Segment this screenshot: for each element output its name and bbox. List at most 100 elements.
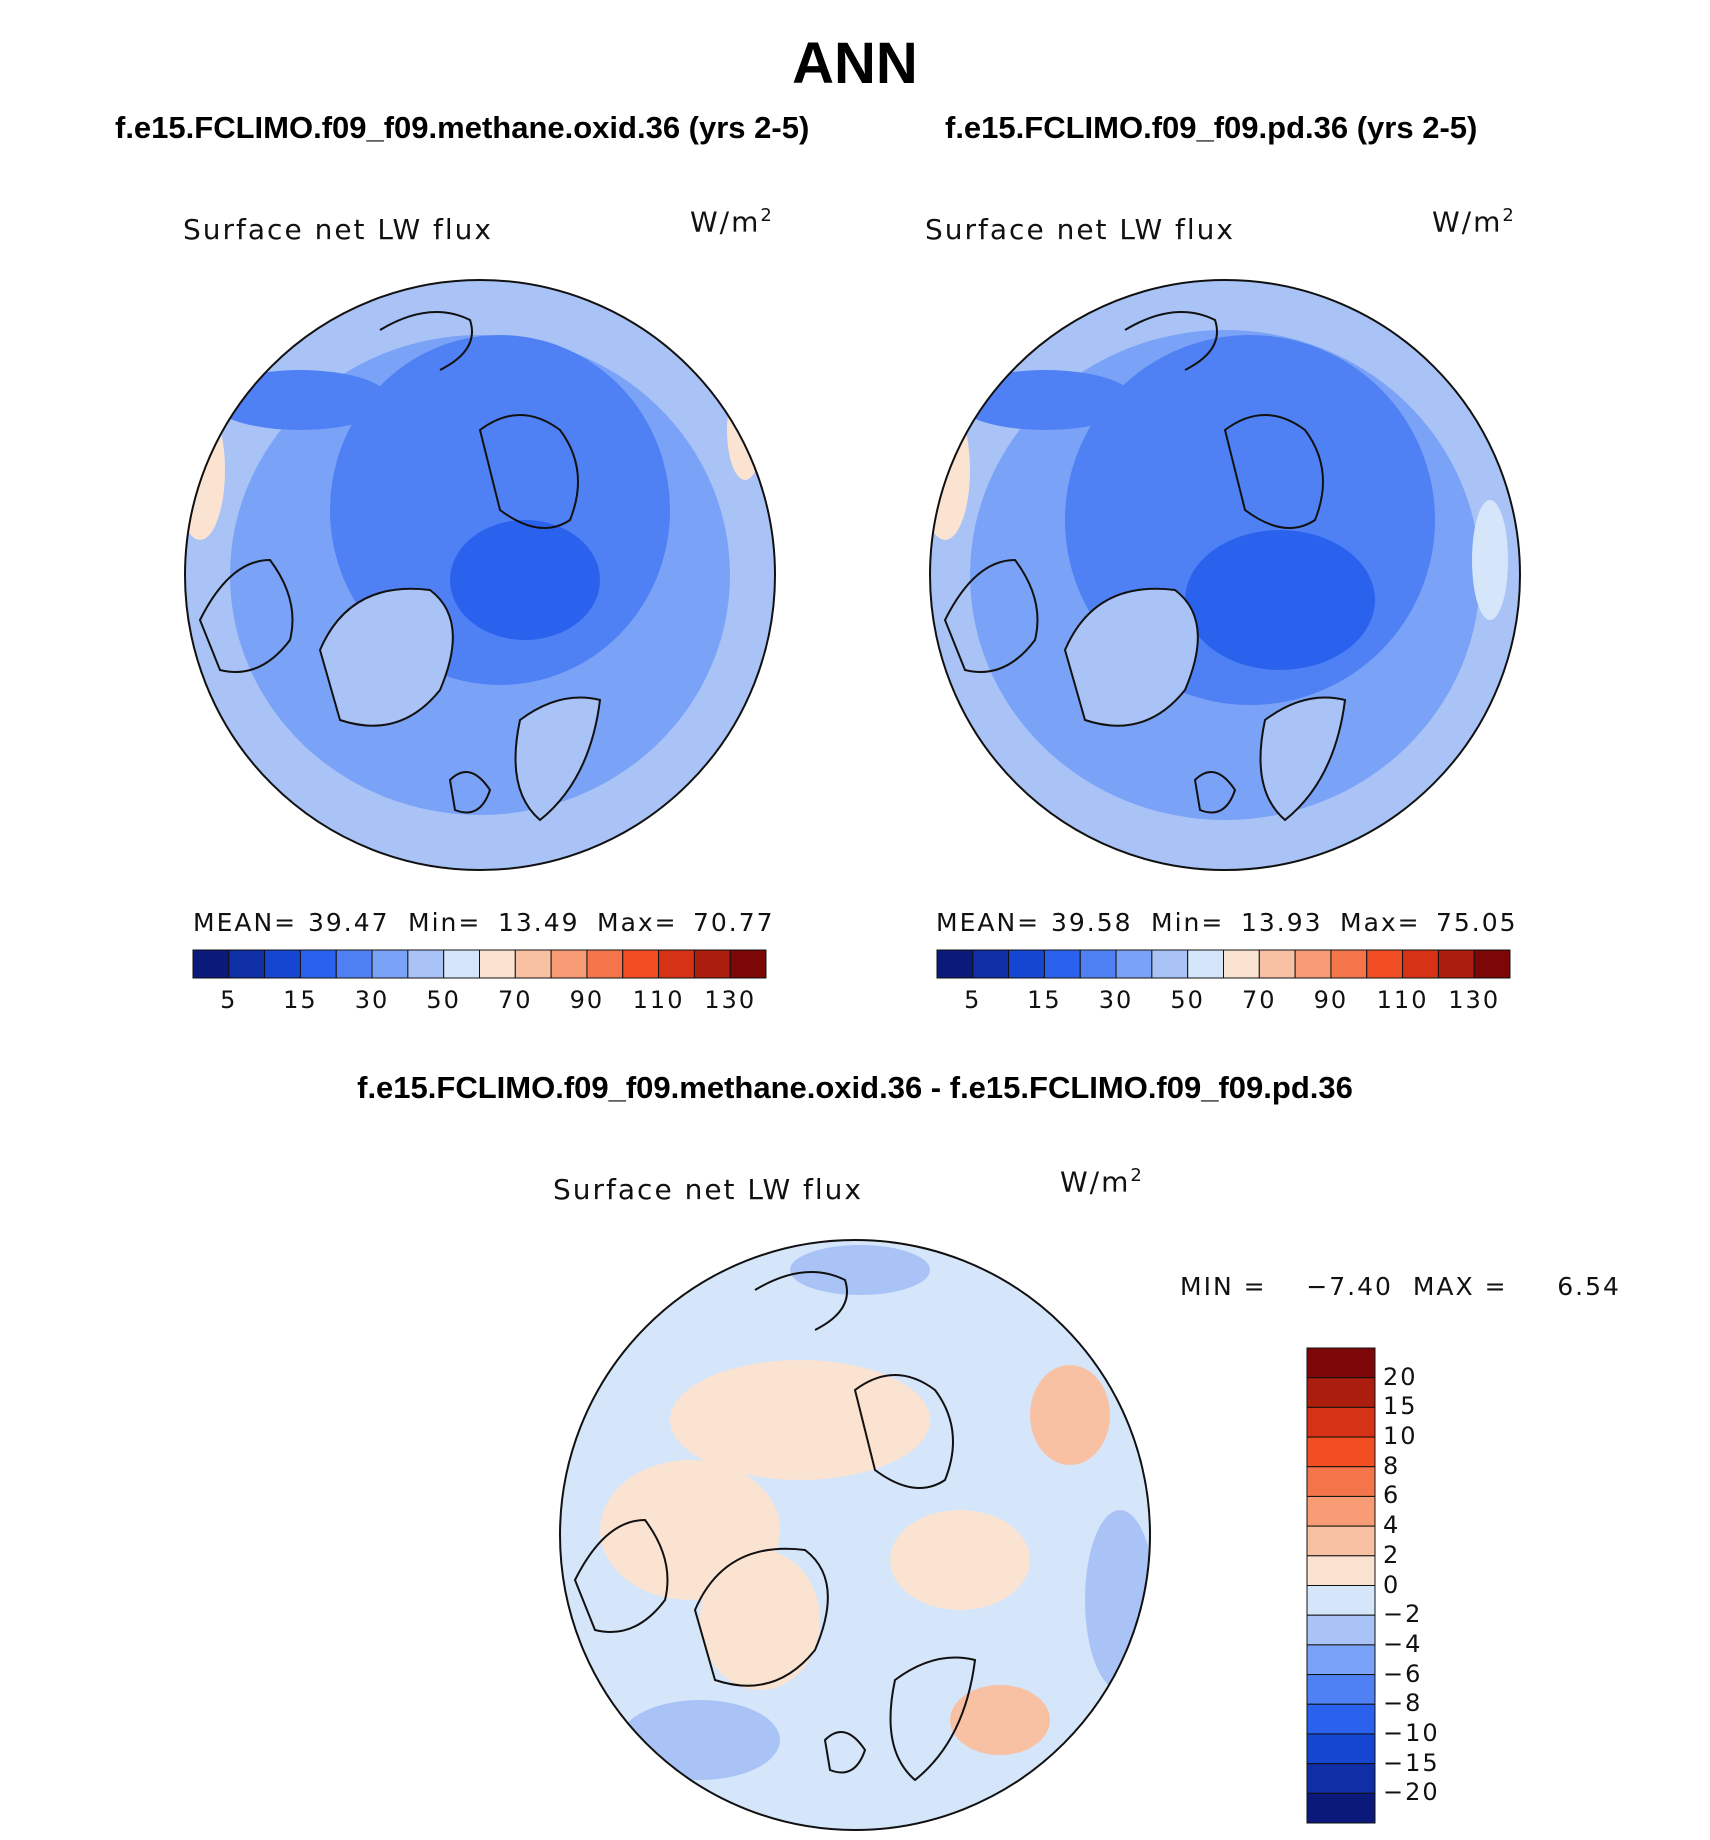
- diff-colorbar-box-2: [1306, 1406, 1376, 1438]
- panel1-contour-core: [450, 520, 600, 640]
- diff-colorbar-box-12: [1306, 1703, 1376, 1735]
- panel2-colorbar-box-6: [1151, 949, 1189, 979]
- panel2-min-value: 13.93: [1241, 908, 1323, 937]
- panel2-colorbar-tick-label: 130: [1448, 986, 1501, 1014]
- panel1-colorbar-tick-label: 130: [704, 986, 757, 1014]
- diff-cool-patch-top: [790, 1245, 930, 1295]
- diff-colorbar-box-4: [1306, 1466, 1376, 1497]
- diff-colorbar-box-15: [1306, 1792, 1376, 1824]
- diff-colorbar-tick-label: −2: [1383, 1600, 1423, 1629]
- panel1-colorbar-box-3: [299, 949, 337, 979]
- panel2-variable-label: Surface net LW flux: [925, 213, 1235, 246]
- diff-colorbar-box-8: [1306, 1585, 1376, 1616]
- panel2-mean-value: 39.58: [1051, 908, 1133, 937]
- panel2-colorbar-box-15: [1473, 949, 1511, 979]
- panel1-colorbar-tick-label: 70: [498, 986, 533, 1014]
- panel2-polar-map: [929, 279, 1521, 871]
- diff-colorbar-box-14: [1306, 1763, 1376, 1794]
- panel1-colorbar-box-13: [658, 949, 695, 979]
- panel2-colorbar-box-7: [1187, 949, 1224, 979]
- panel1-unit-label: W/m2: [690, 205, 774, 239]
- diff-colorbar-tick-label: −6: [1383, 1659, 1423, 1688]
- panel2-colorbar-tick-label: 15: [1027, 986, 1062, 1014]
- panel2-contour-core: [1185, 530, 1375, 670]
- diff-colorbar-tick-label: 0: [1383, 1570, 1401, 1599]
- panel2-colorbar-box-8: [1223, 949, 1260, 979]
- panel1-scandinavia: [515, 697, 600, 820]
- panel1-colorbar-box-12: [622, 949, 660, 979]
- panel1-colorbar-box-7: [443, 949, 480, 979]
- panel1-coastlines: [198, 292, 661, 822]
- panel1-colorbar-box-2: [264, 949, 301, 979]
- panel2-mean-label: MEAN=: [936, 908, 1041, 937]
- panel2-colorbar-tick-label: 50: [1170, 986, 1205, 1014]
- panel2-colorbar-box-11: [1330, 949, 1368, 979]
- panel2-colorbar-tick-label: 30: [1098, 986, 1134, 1014]
- figure-title: ANN: [792, 31, 918, 96]
- diff-colorbar-box-10: [1306, 1644, 1376, 1676]
- panel1-greenland: [320, 588, 453, 726]
- diff-warm-patch-ne: [1030, 1365, 1110, 1465]
- diff-colorbar-box-3: [1306, 1436, 1376, 1468]
- panel1-colorbar-tick-label: 110: [632, 986, 685, 1014]
- panel1-mean-value: 39.47: [308, 908, 390, 937]
- panel2-max-value: 75.05: [1436, 908, 1518, 937]
- panel2-unit-label: W/m2: [1432, 205, 1516, 239]
- panel2-greenland: [1065, 588, 1198, 726]
- diff-colorbar-tick-label: −15: [1383, 1748, 1440, 1777]
- panel1-colorbar-box-0: [192, 949, 230, 979]
- panel1-map-border: [184, 279, 776, 871]
- panel1-colorbar-box-1: [228, 949, 266, 979]
- panel2-colorbar-box-1: [972, 949, 1010, 979]
- diff-colorbar-box-1: [1306, 1377, 1376, 1408]
- panel2-min-label: Min=: [1151, 908, 1225, 937]
- diff-colorbar-tick-label: −20: [1383, 1778, 1440, 1807]
- panel2-colorbar-tick-label: 90: [1313, 986, 1349, 1014]
- panel2-warm-patch-left: [930, 400, 970, 540]
- panel2-case-title: f.e15.FCLIMO.f09_f09.pd.36 (yrs 2-5): [945, 110, 1478, 145]
- panel2-map-border: [929, 279, 1521, 871]
- panel2-colorbar-box-3: [1043, 949, 1081, 979]
- panel2-light-patch-right: [1472, 500, 1508, 620]
- panel2-colorbar-box-5: [1115, 949, 1153, 979]
- diff-colorbar: [1306, 1347, 1376, 1824]
- diff-unit-label: W/m2: [1060, 1165, 1144, 1199]
- panel1-contour-patch: [210, 370, 390, 430]
- panel1-colorbar-box-4: [335, 949, 373, 979]
- panel1-colorbar-box-15: [729, 949, 767, 979]
- panel2-colorbar-box-12: [1366, 949, 1404, 979]
- panel2-colorbar-box-14: [1437, 949, 1475, 979]
- panel1-min-label: Min=: [408, 908, 482, 937]
- panel1-max-value: 70.77: [693, 908, 775, 937]
- panel2-colorbar-tick-label: 110: [1376, 986, 1429, 1014]
- panel2-colorbar-box-9: [1258, 949, 1296, 979]
- diff-colorbar-box-0: [1306, 1347, 1376, 1379]
- diff-colorbar-tick-label: −8: [1383, 1689, 1423, 1718]
- panel2-colorbar-tick-label: 70: [1242, 986, 1277, 1014]
- diff-polar-map: [559, 1239, 1151, 1831]
- panel1-colorbar-box-6: [407, 949, 445, 979]
- panel1-warm-patch-right: [727, 380, 763, 480]
- panel1-colorbar-box-8: [479, 949, 516, 979]
- panel2-colorbar-tick-label: 5: [964, 986, 982, 1014]
- panel2-colorbar-box-2: [1008, 949, 1045, 979]
- diff-colorbar-tick-label: −4: [1383, 1629, 1423, 1658]
- panel2-contour-patch: [955, 370, 1135, 430]
- diff-warm-patch-north: [670, 1360, 930, 1480]
- diff-colorbar-box-7: [1306, 1555, 1376, 1586]
- panel2-coastlines: [943, 292, 1406, 822]
- diff-colorbar-tick-label: 2: [1383, 1540, 1401, 1569]
- panel1-colorbar-box-5: [371, 949, 409, 979]
- panel2-max-label: Max=: [1340, 908, 1421, 937]
- panel1-variable-label: Surface net LW flux: [183, 213, 493, 246]
- diff-colorbar-tick-label: 6: [1383, 1481, 1401, 1510]
- panel1-colorbar-box-10: [550, 949, 588, 979]
- panel2-colorbar-box-10: [1294, 949, 1332, 979]
- diff-colorbar-tick-label: 10: [1383, 1422, 1418, 1451]
- panel1-colorbar-tick-label: 5: [220, 986, 238, 1014]
- panel2-colorbar-box-0: [936, 949, 974, 979]
- panel1-colorbar-tick-label: 50: [426, 986, 461, 1014]
- panel2-colorbar: [936, 949, 1511, 979]
- panel2-scandinavia: [1260, 697, 1345, 820]
- panel2-colorbar-box-13: [1402, 949, 1439, 979]
